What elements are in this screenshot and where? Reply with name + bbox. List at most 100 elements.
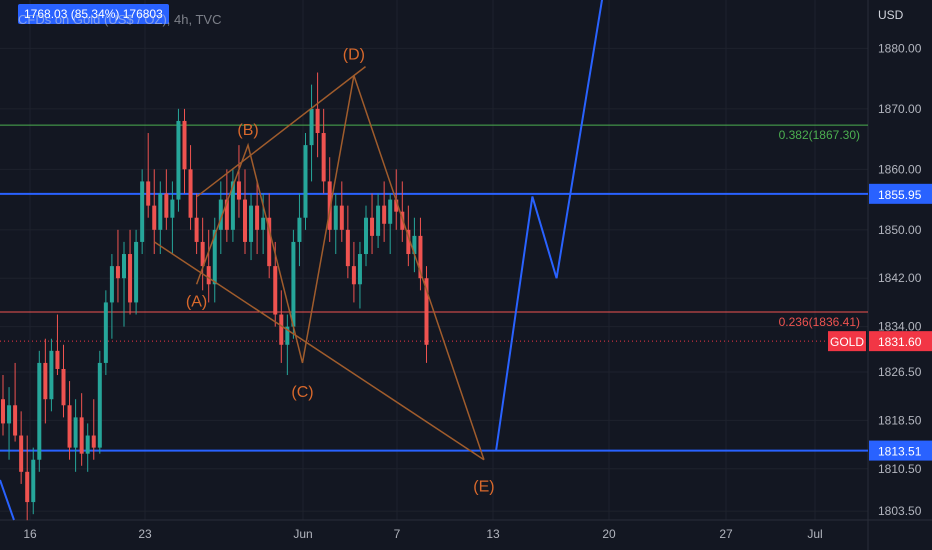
candle-body	[31, 459, 36, 503]
candle-body	[61, 368, 66, 406]
candle-body	[176, 120, 181, 200]
candle-body	[85, 435, 90, 454]
candle-body	[424, 278, 429, 345]
level-badge	[869, 183, 932, 204]
time-tick: Jun	[293, 527, 312, 541]
candle-body	[200, 241, 205, 267]
fib-label: 0.236(1836.41)	[779, 315, 860, 329]
candle-body	[418, 235, 423, 279]
price-tick: 1810.50	[878, 462, 922, 476]
candle-body	[140, 181, 145, 242]
candle-body	[291, 241, 296, 327]
price-tick: 1803.50	[878, 504, 922, 518]
candle-body	[25, 471, 30, 503]
price-change-badge: 1768.03 (85.34%) 176803	[18, 4, 169, 24]
candle-body	[249, 205, 254, 242]
candle-body	[345, 229, 350, 267]
time-tick: 27	[719, 527, 733, 541]
candle-body	[388, 199, 393, 224]
candle-body	[152, 205, 157, 230]
candle-body	[103, 302, 108, 363]
wave-label: (D)	[343, 47, 365, 64]
candle-body	[37, 362, 42, 460]
candle-body	[364, 217, 368, 255]
candle-body	[164, 193, 169, 218]
candle-body	[43, 362, 48, 400]
candle-body	[279, 314, 284, 345]
candle-body	[55, 350, 60, 369]
level-value: 1813.51	[878, 445, 922, 459]
candle-body	[333, 205, 338, 230]
lower-trendline	[153, 241, 485, 461]
elliott-waves: (A) (B) (C) (D) (E)	[153, 47, 495, 496]
candle-body	[128, 254, 133, 303]
time-tick: 20	[602, 527, 616, 541]
candle-body	[194, 217, 199, 242]
candle-body	[412, 235, 417, 255]
candle-body	[170, 199, 175, 218]
price-tick: 1850.00	[878, 223, 922, 237]
time-tick: 7	[394, 527, 401, 541]
price-tick: 1842.00	[878, 271, 922, 285]
candle-body	[206, 266, 211, 285]
candle-body	[1, 399, 5, 424]
candle-body	[73, 417, 78, 448]
candle-body	[218, 199, 223, 230]
level-value: 1855.95	[878, 188, 922, 202]
candle-body	[267, 217, 272, 267]
candle-body	[19, 435, 24, 472]
price-tick: 1870.00	[878, 102, 922, 116]
candle-body	[115, 266, 120, 279]
fib-label: 0.382(1867.30)	[779, 128, 860, 142]
candle-body	[327, 181, 332, 230]
price-tick: 1834.00	[878, 320, 922, 334]
candle-body	[7, 405, 12, 424]
symbol-label: GOLD	[830, 335, 864, 349]
candle-body	[357, 254, 362, 285]
candle-body	[230, 181, 235, 230]
price-tick: 1860.00	[878, 162, 922, 176]
price-tick: 1818.50	[878, 413, 922, 427]
candle-body	[134, 241, 139, 303]
candle-body	[67, 405, 72, 448]
price-tick: 1826.50	[878, 365, 922, 379]
candle-body	[351, 266, 356, 285]
candle-body	[158, 193, 163, 230]
candle-body	[370, 217, 375, 236]
candles	[1, 72, 429, 521]
time-tick: 13	[486, 527, 500, 541]
candle-body	[309, 108, 314, 146]
wave-path	[195, 75, 485, 460]
candle-body	[297, 217, 302, 242]
candle-body	[321, 133, 326, 182]
wave-label: (B)	[237, 122, 258, 139]
level-badge	[869, 440, 932, 461]
candle-body	[273, 266, 278, 315]
candle-body	[224, 199, 229, 230]
time-axis: 16 23 Jun 7 13 20 27 Jul	[23, 527, 822, 541]
projection-line	[495, 0, 604, 451]
candle-body	[339, 205, 344, 230]
candle-body	[109, 266, 114, 303]
candle-body	[13, 405, 18, 436]
candle-body	[394, 199, 399, 212]
candle-body	[212, 229, 217, 285]
candle-body	[315, 108, 320, 134]
candle-body	[188, 169, 193, 218]
candle-body	[49, 350, 54, 400]
price-levels: 0.5(1892.27)0.382(1867.30)0.236(1836.41)	[0, 124, 868, 452]
candle-body	[303, 145, 308, 218]
currency-label: USD	[878, 8, 904, 22]
candle-body	[146, 181, 151, 206]
prior-projection-line	[0, 479, 15, 521]
candle-body	[382, 205, 387, 224]
wave-label: (C)	[291, 384, 313, 401]
candle-body	[91, 435, 96, 448]
candle-body	[376, 205, 381, 236]
candle-body	[285, 326, 290, 345]
candle-body	[406, 229, 411, 255]
chart-title: CFDs on Gold (US$ / OZ), 4h, TVC	[18, 12, 222, 27]
price-tick: 1880.00	[878, 41, 922, 55]
